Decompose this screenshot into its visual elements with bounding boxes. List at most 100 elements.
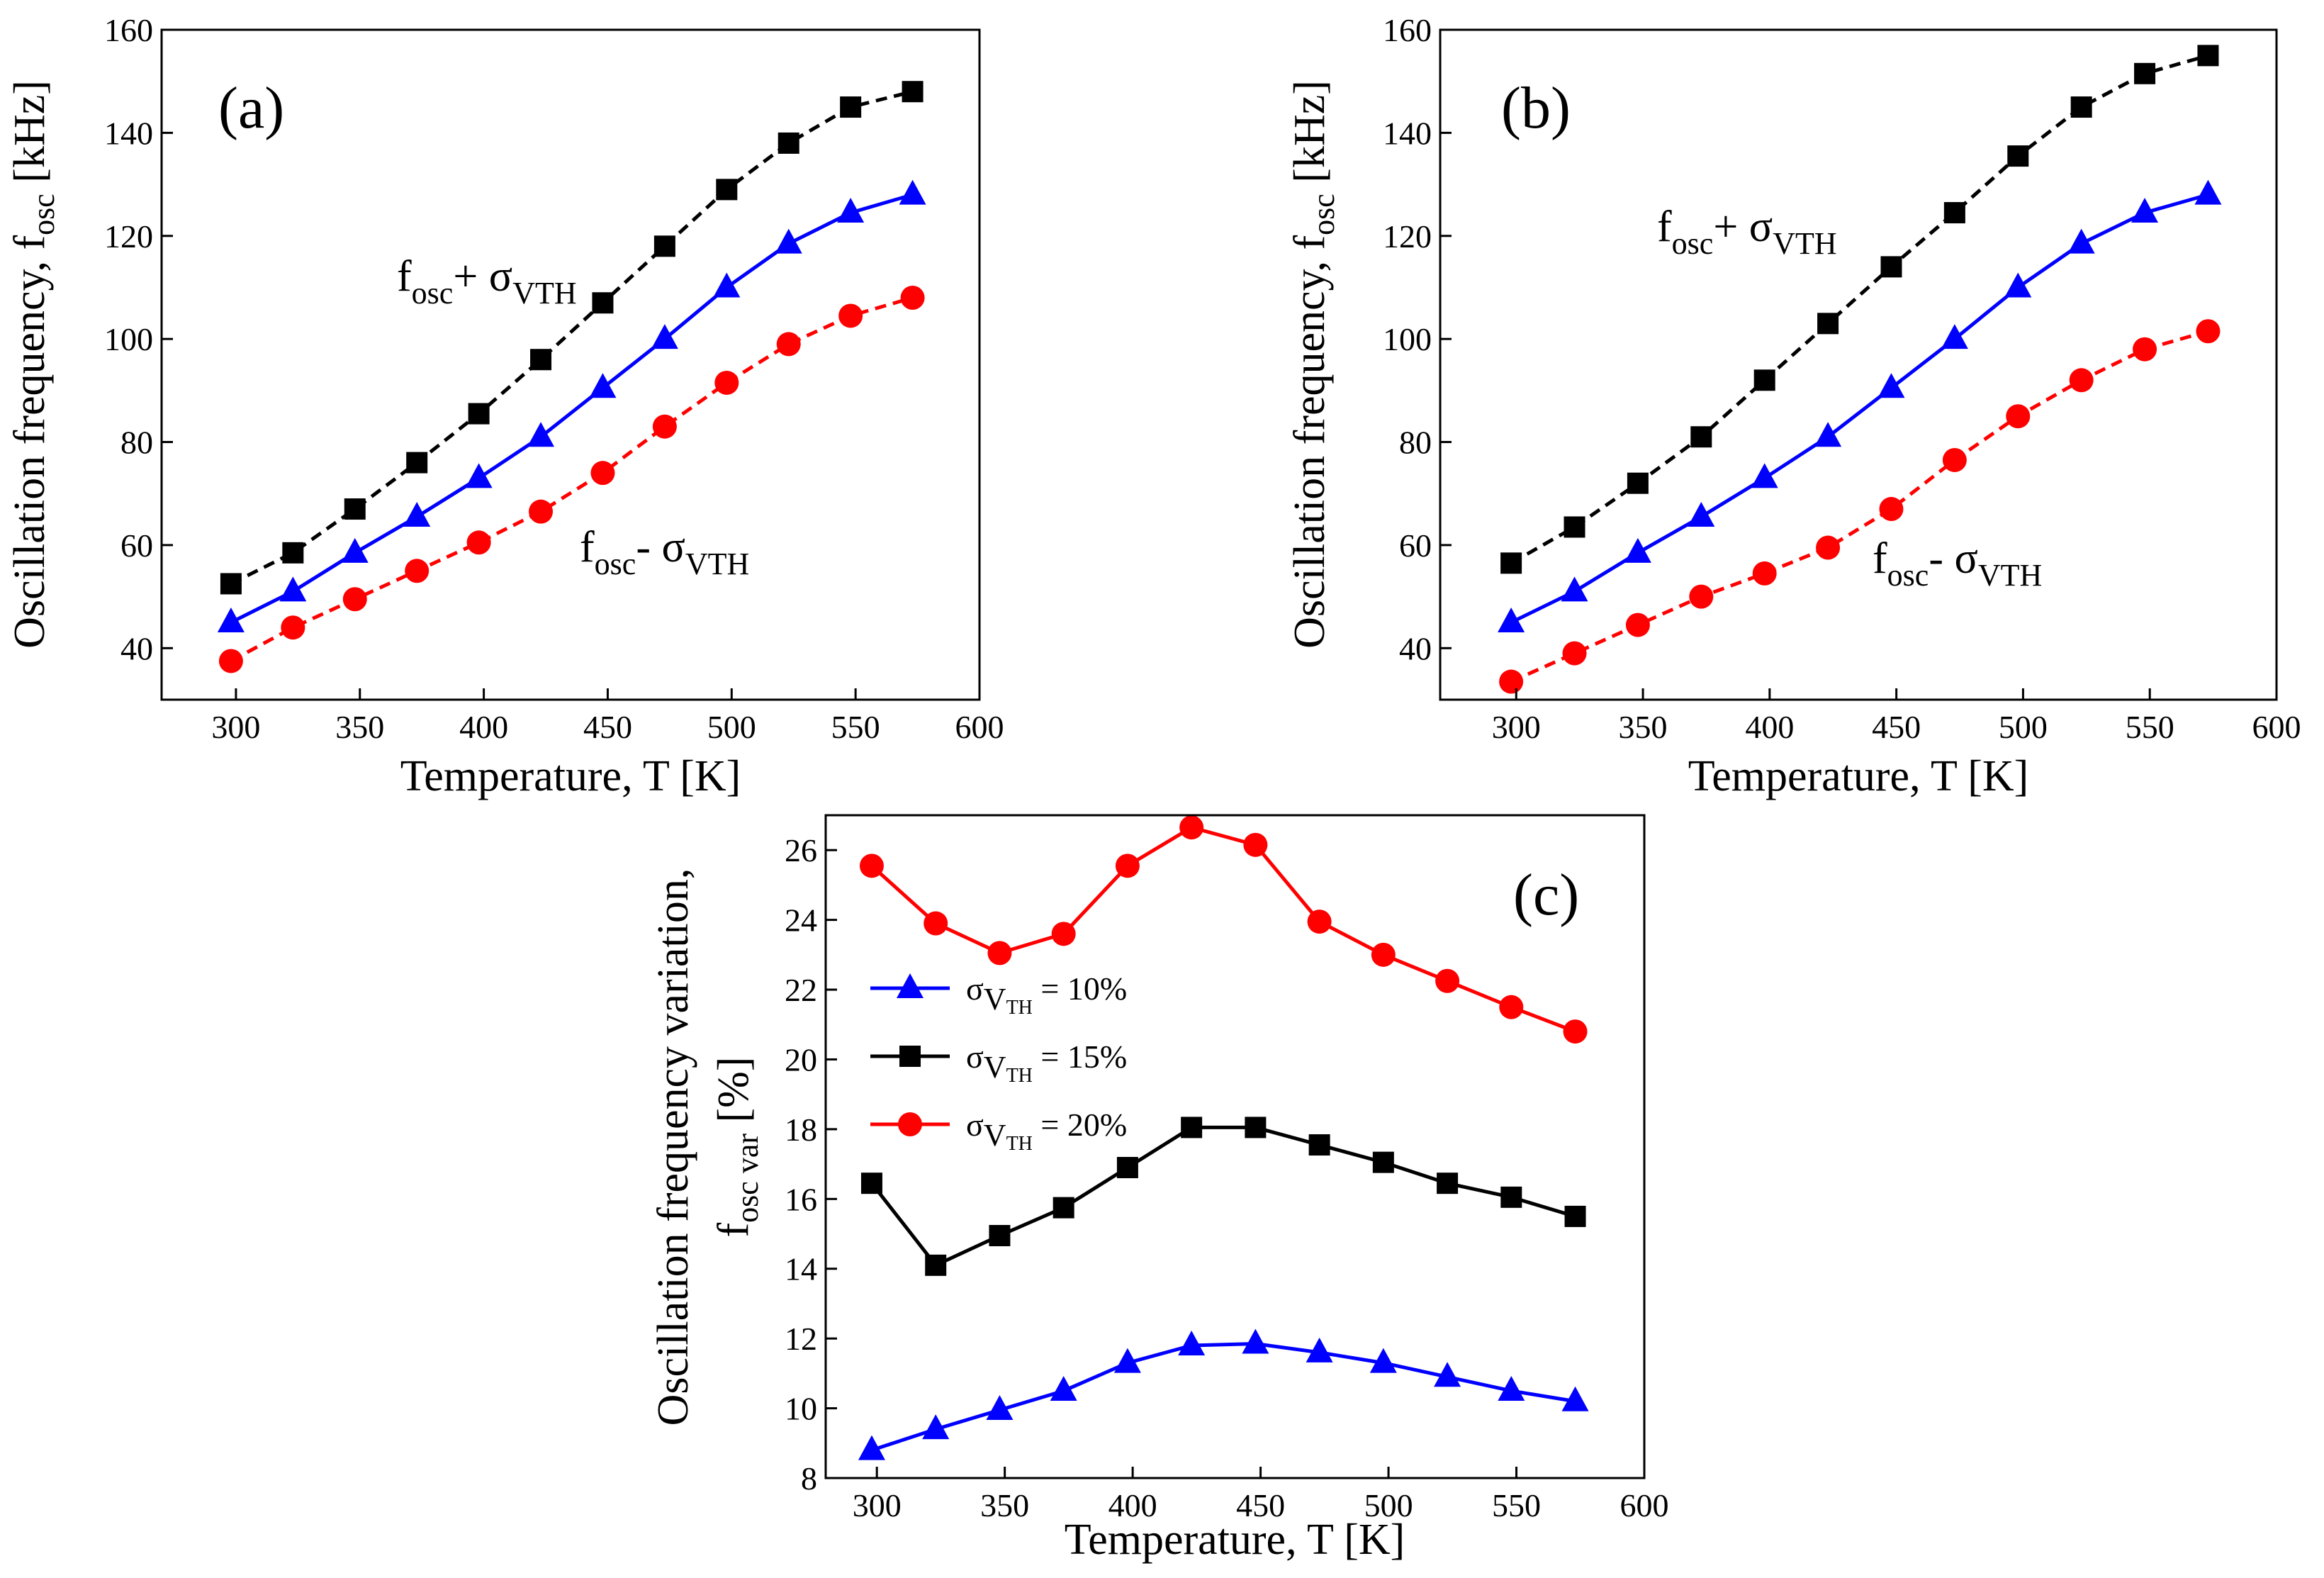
panel-c: 300 350 400 450 500 550 600 8 10 12 14 16 18 20 22 24 26… — [649, 814, 1669, 1564]
panel-b-series-3-point-11 — [2133, 337, 2157, 362]
panel-b-series-1-point-5 — [1753, 369, 1775, 391]
panel-c-legend: σVTH = 10% σVTH = 15% σVTH = 20% — [870, 970, 1127, 1155]
panel-b-series-2-point-2 — [1561, 576, 1588, 602]
panel-a-series-1-point-11 — [840, 96, 862, 118]
panel-c-label: (c) — [1513, 862, 1579, 928]
panel-b-series-1-point-9 — [2007, 145, 2029, 167]
panel-c-y-tick-label-10: 10 — [785, 1391, 817, 1427]
legend-marker-2 — [899, 1046, 921, 1067]
panel-c-series-2-point-4 — [1052, 1197, 1074, 1219]
panel-c-series-3-point-10 — [1435, 968, 1460, 993]
panel-c-series-2-point-2 — [925, 1254, 947, 1276]
panel-b-label: (b) — [1501, 75, 1571, 141]
panel-c-series-2-line — [870, 1125, 1576, 1268]
panel-b-series-1-point-4 — [1690, 426, 1712, 448]
panel-b-series-3-point-2 — [1562, 641, 1587, 666]
panel-a-series-3-point-9 — [714, 370, 739, 395]
panel-c-series-1-point-8 — [1306, 1337, 1333, 1362]
panel-c-y-tick-label-18: 18 — [785, 1112, 817, 1148]
panel-b-series-2-point-7 — [1877, 373, 1905, 398]
panel-a-series-3-point-6 — [529, 499, 554, 524]
panel-a-plot-frame — [160, 28, 981, 701]
panel-b-plot-frame — [1439, 28, 2278, 701]
panel-c-y-axis-title-line1: Oscillation frequency variation, — [649, 868, 697, 1426]
panel-b-ticks: 300 350 400 450 500 550 600 40 60 80 100 120 140 160 — [1383, 12, 2301, 745]
panel-a-upper-annotation: fosc+ σVTH — [397, 252, 577, 310]
panel-a-series-1-point-7 — [592, 292, 614, 314]
panel-c-series-2-point-12 — [1564, 1205, 1586, 1227]
panel-b-x-tick-label-450: 450 — [1872, 709, 1921, 745]
panel-c-series-1-point-10 — [1434, 1362, 1461, 1387]
panel-c-series-1-point-12 — [1561, 1386, 1589, 1411]
panel-a-y-tick-label-160: 160 — [104, 12, 153, 48]
panel-a-series-2-point-7 — [589, 373, 617, 398]
panel-c-y-tick-label-12: 12 — [785, 1321, 817, 1357]
panel-b-series-3-point-6 — [1816, 535, 1841, 560]
panel-c-series-2-point-3 — [989, 1224, 1011, 1246]
panel-c-series-3-point-7 — [1243, 832, 1268, 857]
panel-c-series-1-point-2 — [922, 1414, 950, 1440]
panel-c-y-tick-label-16: 16 — [785, 1181, 817, 1217]
panel-a-y-tick-label-40: 40 — [120, 630, 153, 666]
panel-c-series-2-point-10 — [1437, 1173, 1459, 1194]
panel-b-series-2-point-6 — [1814, 422, 1842, 447]
panel-b-y-tick-label-160: 160 — [1383, 12, 1432, 48]
panel-a-x-tick-label-500: 500 — [707, 709, 756, 745]
panel-b-x-tick-label-500: 500 — [1999, 709, 2048, 745]
panel-c-x-tick-label-550: 550 — [1492, 1487, 1541, 1523]
panel-a-series-3-point-10 — [776, 332, 801, 357]
panel-c-series-1-point-4 — [1050, 1375, 1077, 1401]
panel-a-series-1-point-4 — [406, 452, 428, 474]
panel-b-series-1-point-12 — [2197, 45, 2219, 67]
panel-a-series-3-point-1 — [218, 649, 243, 673]
panel-c-series-1-point-1 — [858, 1435, 885, 1460]
legend-entry-2: σVTH = 15% — [966, 1039, 1127, 1087]
panel-c-y-tick-label-14: 14 — [785, 1251, 817, 1287]
panel-a-y-tick-label-60: 60 — [120, 527, 153, 564]
panel-b-series-1-point-1 — [1500, 552, 1522, 574]
panel-b-series-2-point-8 — [1941, 324, 1968, 349]
panel-c-y-axis-title-line2: fosc var [%] — [709, 1057, 765, 1238]
panel-a-x-tick-label-350: 350 — [335, 709, 384, 745]
panel-b-series-1-point-2 — [1564, 516, 1585, 538]
panel-c-series-1-point-6 — [1178, 1331, 1206, 1355]
panel-b-x-tick-label-600: 600 — [2252, 709, 2301, 745]
panel-b-series-2-point-12 — [2194, 179, 2222, 205]
panel-b-series-1-point-10 — [2070, 96, 2092, 118]
panel-b-series-3-point-1 — [1499, 669, 1524, 694]
legend-entry-1: σVTH = 10% — [966, 970, 1127, 1019]
panel-a-lower-annotation: fosc- σVTH — [580, 523, 749, 581]
panel-a-series-3-point-7 — [590, 461, 615, 486]
panel-b-series-3-point-10 — [2069, 368, 2094, 393]
panel-a-series-1-point-5 — [468, 403, 490, 425]
panel-c-series-3-point-6 — [1179, 815, 1204, 840]
panel-a-series-2-point-3 — [341, 537, 369, 563]
panel-c-x-tick-label-300: 300 — [853, 1487, 902, 1523]
panel-a-y-tick-label-120: 120 — [104, 218, 153, 254]
panel-a-series-3-point-3 — [342, 587, 367, 612]
panel-a-series-1-point-8 — [653, 235, 675, 257]
panel-c-series-3-point-3 — [987, 941, 1012, 966]
panel-b-series-3-line — [1510, 329, 2209, 683]
panel-b-x-tick-label-350: 350 — [1619, 709, 1668, 745]
panel-b-y-tick-label-80: 80 — [1399, 425, 1432, 461]
panel-a-series-2-line — [230, 193, 914, 625]
panel-a-series-1-point-12 — [902, 81, 924, 103]
panel-c-series-3-point-1 — [859, 854, 884, 878]
panel-b-series-1-line — [1510, 53, 2209, 565]
panel-c-ticks: 300 350 400 450 500 550 600 8 10 12 14 16 18 20 22 24 26 — [785, 832, 1669, 1523]
panel-b-series-1-point-3 — [1627, 472, 1649, 494]
panel-a-series-2-point-6 — [527, 422, 555, 447]
panel-a-x-tick-label-450: 450 — [583, 709, 632, 745]
panel-c-series-1-point-3 — [986, 1395, 1014, 1421]
panel-c-series-3-point-2 — [924, 911, 948, 936]
panel-a-y-axis-title: Oscillation frequency, fosc [kHz] — [6, 80, 61, 649]
panel-a-series-1-line — [230, 89, 914, 586]
panel-a-series-3-point-8 — [652, 414, 677, 439]
panel-c-x-axis-title: Temperature, T [K] — [1065, 1516, 1405, 1564]
panel-b-series-3-point-12 — [2196, 319, 2221, 344]
panel-c-series-1-point-5 — [1113, 1348, 1141, 1373]
panel-c-y-tick-label-24: 24 — [785, 902, 817, 939]
panel-a-series-1-point-6 — [530, 349, 552, 371]
panel-a-series-3-point-5 — [466, 530, 491, 555]
